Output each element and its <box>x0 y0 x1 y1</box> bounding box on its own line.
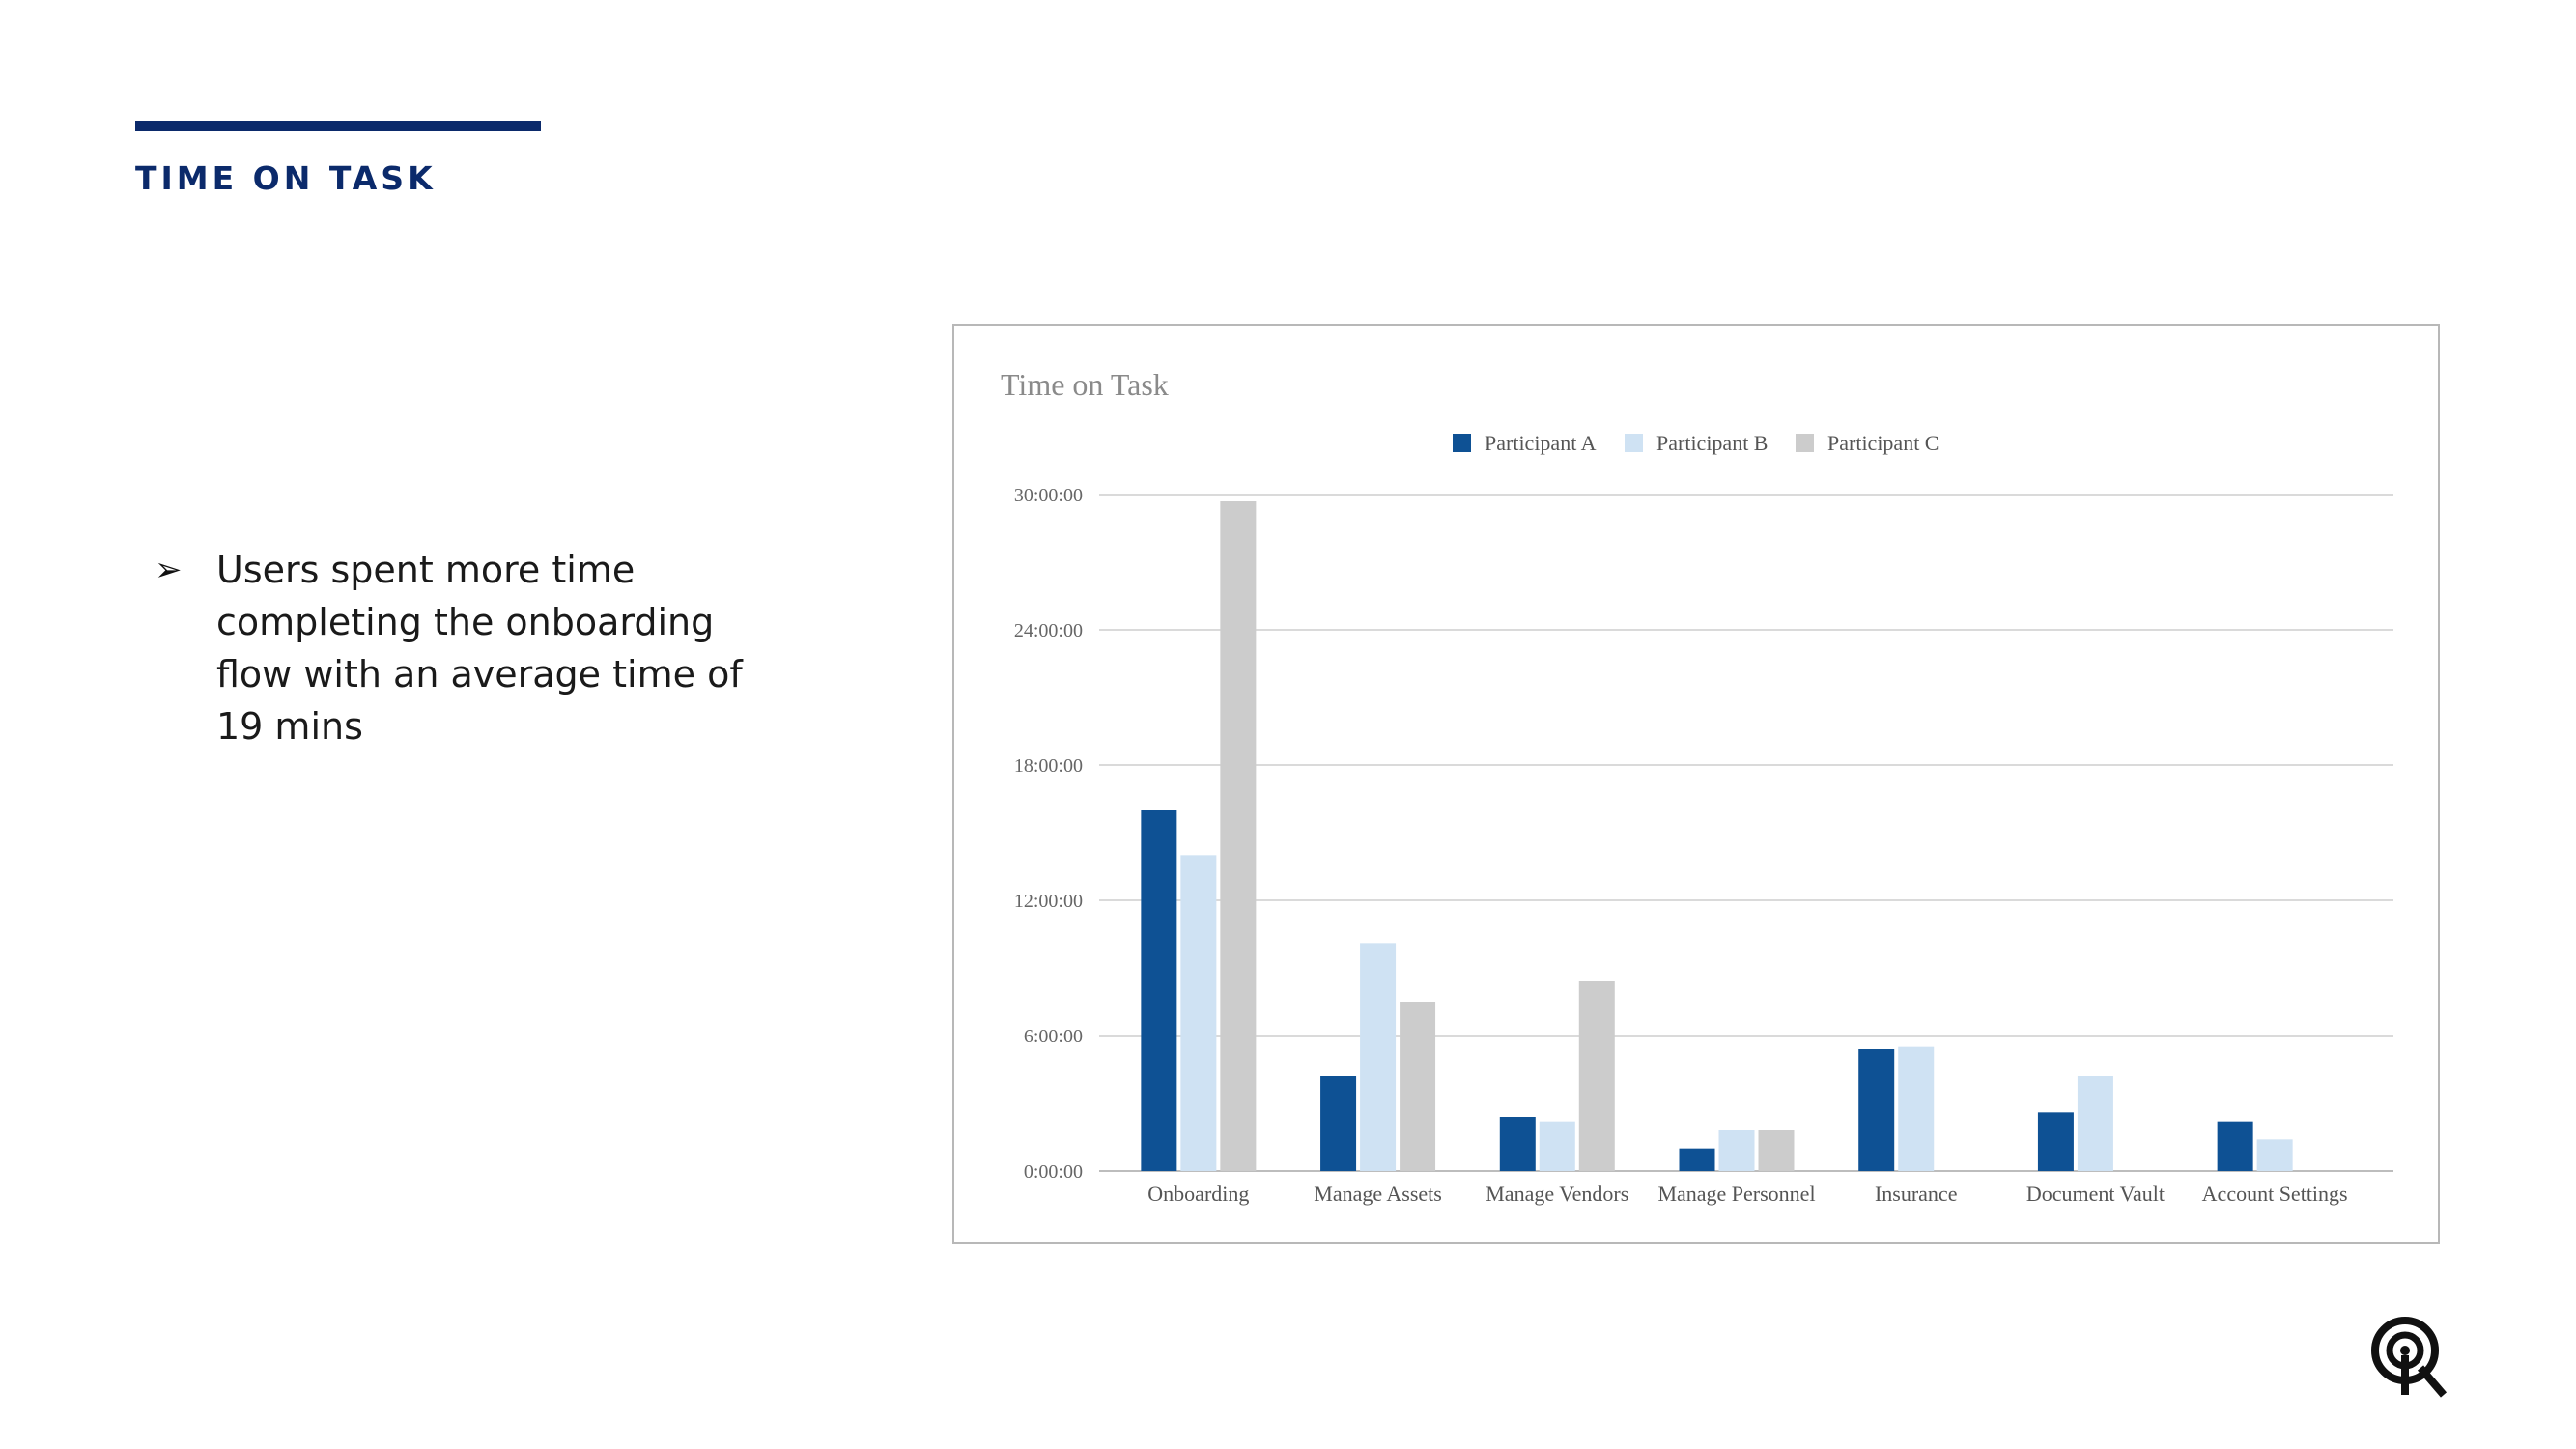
bar <box>2217 1121 2253 1171</box>
bar <box>1400 1002 1436 1171</box>
chart-svg: Time on Task 0:00:00 6:00:00 12:00:00 18:00:… <box>1001 367 2393 1206</box>
bar <box>1220 501 1257 1171</box>
bar <box>1360 943 1397 1171</box>
bar <box>1898 1046 1935 1171</box>
section-accent-bar <box>135 121 541 131</box>
chart-title: Time on Task <box>1001 367 1169 402</box>
time-on-task-chart: Time on Task 0:00:00 6:00:00 12:00:00 18:00:… <box>952 324 2440 1244</box>
legend-label: Participant B <box>1656 431 1768 455</box>
brand-logo-icon <box>2371 1317 2448 1398</box>
bar <box>2077 1076 2113 1171</box>
legend-swatch <box>1796 434 1814 452</box>
y-tick-label: 0:00:00 <box>1024 1161 1083 1182</box>
x-tick-label: Onboarding <box>1147 1181 1249 1206</box>
x-tick-label: Manage Assets <box>1314 1181 1442 1206</box>
y-tick-label: 6:00:00 <box>1024 1026 1083 1047</box>
x-tick-label: Manage Personnel <box>1657 1181 1815 1206</box>
bar <box>1141 810 1177 1171</box>
y-tick-label: 24:00:00 <box>1014 620 1083 641</box>
x-tick-label: Document Vault <box>2026 1181 2165 1206</box>
bar <box>1320 1076 1357 1171</box>
bar <box>1858 1049 1895 1171</box>
bullet-text: Users spent more time completing the onb… <box>216 549 743 748</box>
legend-swatch <box>1453 434 1471 452</box>
bullet-point: ➢ Users spent more time completing the o… <box>155 544 811 753</box>
bar <box>1758 1130 1795 1171</box>
bar <box>1499 1117 1536 1171</box>
legend-label: Participant C <box>1827 431 1939 455</box>
bar <box>1718 1130 1755 1171</box>
bar <box>1180 855 1217 1171</box>
y-tick-label: 12:00:00 <box>1014 891 1083 912</box>
bar <box>1578 981 1615 1171</box>
x-tick-label: Manage Vendors <box>1486 1181 1628 1206</box>
bar <box>1679 1148 1715 1171</box>
bar <box>2256 1139 2293 1171</box>
section-title: TIME ON TASK <box>135 159 437 197</box>
bar <box>2037 1112 2074 1171</box>
legend-swatch <box>1625 434 1643 452</box>
bar <box>1539 1121 1575 1171</box>
y-tick-label: 30:00:00 <box>1014 485 1083 506</box>
y-tick-label: 18:00:00 <box>1014 755 1083 777</box>
arrow-bullet-icon: ➢ <box>155 551 183 589</box>
legend-label: Participant A <box>1485 431 1597 455</box>
x-tick-label: Insurance <box>1875 1181 1958 1206</box>
x-tick-label: Account Settings <box>2202 1181 2348 1206</box>
